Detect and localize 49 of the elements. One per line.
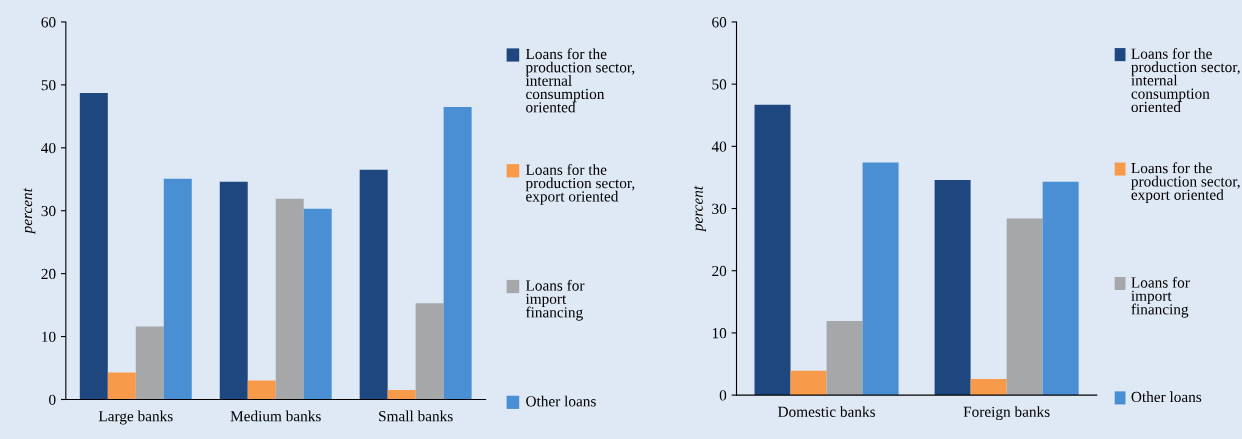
- x-tick-label: Small banks: [379, 410, 453, 422]
- y-tick-label: 20: [712, 265, 727, 277]
- bar: [303, 208, 332, 400]
- bar: [107, 372, 136, 400]
- bar: [219, 181, 248, 400]
- y-tick-label: 20: [41, 268, 56, 280]
- legend-label: Loans for import financing: [525, 279, 585, 321]
- bar: [1006, 218, 1043, 396]
- bar: [826, 321, 863, 396]
- legend-label: Other loans: [526, 395, 596, 407]
- y-axis-title: percent: [694, 185, 706, 233]
- bar: [862, 162, 899, 396]
- bar: [79, 93, 108, 400]
- bar: [934, 179, 971, 396]
- y-tick-label: 0: [49, 394, 56, 405]
- legend-label: Loans for the production sector, internal consumption oriented: [525, 48, 635, 113]
- bar: [790, 370, 827, 396]
- x-tick-label: Foreign banks: [963, 406, 1050, 421]
- y-tick-label: 30: [41, 205, 56, 217]
- y-tick-label: 40: [711, 141, 727, 152]
- x-tick-label: Domestic banks: [777, 406, 875, 417]
- y-tick-label: 50: [41, 80, 56, 91]
- legend-label: Other loans: [1131, 391, 1202, 403]
- y-tick-label: 60: [41, 17, 56, 28]
- y-tick-label: 30: [712, 203, 727, 214]
- x-tick-label: Medium banks: [230, 410, 321, 422]
- x-tick-label: Large banks: [98, 410, 173, 425]
- bar: [970, 378, 1007, 396]
- y-tick-label: 60: [712, 17, 727, 28]
- bar: [754, 104, 791, 396]
- y-tick-label: 40: [41, 142, 56, 154]
- y-tick-label: 0: [719, 390, 727, 401]
- bar: [163, 178, 192, 400]
- y-tick-label: 50: [712, 79, 727, 90]
- bar: [275, 198, 304, 400]
- legend-label: Loans for the production sector, export oriented: [525, 164, 635, 205]
- bar: [359, 169, 388, 400]
- legend-label: Loans for import financing: [1131, 276, 1190, 318]
- bar: [135, 326, 164, 400]
- bar: [443, 106, 472, 400]
- bar: [387, 390, 416, 400]
- legend-label: Loans for the production sector, internal consumption oriented: [1131, 47, 1240, 113]
- legend-label: Loans for the production sector, export oriented: [1131, 162, 1240, 204]
- y-tick-label: 10: [42, 331, 56, 343]
- bar: [415, 303, 444, 400]
- y-axis-title: percent: [23, 187, 36, 235]
- bar: [247, 380, 276, 400]
- bar: [1042, 181, 1079, 396]
- y-tick-label: 10: [712, 328, 727, 339]
